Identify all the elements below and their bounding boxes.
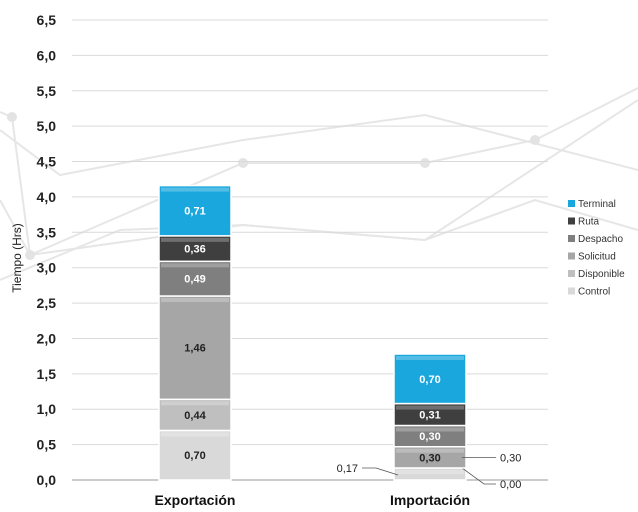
bar-segment-ruta [158, 235, 232, 263]
gridlines [72, 19, 548, 481]
data-label: 0,70 [184, 450, 205, 462]
decor-dot-2 [420, 158, 430, 168]
legend-swatch-despacho [568, 235, 575, 242]
decor-dot-3 [530, 135, 540, 145]
legend-swatch-disponible [568, 270, 575, 277]
bar-segment-bevel [396, 356, 464, 361]
data-label: 0,70 [419, 374, 440, 386]
leader-line [362, 467, 399, 476]
legend-swatch-terminal [568, 200, 575, 207]
y-tick-label: 2,0 [37, 330, 57, 346]
bar-segment-despacho [158, 260, 232, 297]
bar-segment-control [158, 429, 232, 481]
y-tick-label: 3,0 [37, 260, 57, 276]
bar-segment-terminal [158, 184, 232, 237]
data-label: 0,30 [500, 452, 521, 464]
legend-label-terminal: Terminal [578, 199, 616, 210]
y-tick-label: 1,5 [37, 366, 57, 382]
y-tick-label: 5,5 [37, 83, 57, 99]
data-label: 0,31 [419, 410, 440, 422]
bar-segment-bevel [161, 187, 229, 192]
background-decoration [0, 87, 638, 281]
y-axis-label: Tiempo (Hrs) [10, 223, 24, 293]
bar-segment-solicitud [158, 295, 232, 401]
legend-label-ruta: Ruta [578, 217, 600, 228]
legend-label-despacho: Despacho [578, 234, 623, 245]
y-tick-label: 0,0 [37, 472, 57, 488]
data-label: 0,00 [500, 479, 521, 491]
decor-dot-4 [25, 250, 35, 260]
y-tick-label: 0,5 [37, 437, 57, 453]
legend: Terminal Ruta Despacho Solicitud Disponible C… [568, 199, 625, 298]
y-tick-label: 4,0 [37, 189, 57, 205]
decor-dot-1 [238, 158, 248, 168]
x-axis-categories: Exportación Importación [155, 492, 471, 508]
y-tick-label: 3,5 [37, 224, 57, 240]
decor-line-0 [0, 87, 638, 257]
bar-segment-terminal [393, 353, 467, 405]
bar-segment-bevel [396, 448, 464, 453]
y-tick-label: 4,5 [37, 154, 57, 170]
bar-segment-bevel [161, 401, 229, 406]
decor-line-3 [0, 99, 638, 281]
leader-line [461, 467, 496, 485]
data-label: 0,49 [184, 274, 205, 286]
data-label: 1,46 [184, 343, 205, 355]
y-tick-label: 2,5 [37, 295, 57, 311]
decor-dot-0 [7, 112, 17, 122]
data-label: 0,71 [184, 206, 205, 218]
x-category-label: Importación [390, 492, 470, 508]
y-tick-label: 6,5 [37, 12, 57, 28]
bar-segment-bevel [161, 298, 229, 302]
data-label: 0,44 [184, 410, 206, 422]
legend-swatch-ruta [568, 217, 575, 225]
data-label: 0,30 [419, 431, 440, 443]
legend-label-control: Control [578, 287, 610, 298]
legend-label-disponible: Disponible [578, 269, 625, 280]
bar-segment-bevel [396, 427, 464, 432]
legend-swatch-control [568, 287, 575, 295]
data-label: 0,36 [184, 244, 205, 256]
data-label: 0,17 [337, 463, 358, 475]
y-tick-label: 5,0 [37, 118, 57, 134]
bars: 0,70 0,44 1,46 0,49 0,36 0,71 0,17 0,00 0,30 0,30… [158, 184, 521, 491]
bar-segment-bevel [161, 432, 229, 437]
legend-label-solicitud: Solicitud [578, 252, 616, 263]
data-label: 0,30 [419, 452, 440, 464]
bar-segment-bevel [396, 405, 464, 410]
y-tick-label: 1,0 [37, 401, 57, 417]
legend-swatch-solicitud [568, 252, 575, 260]
y-tick-label: 6,0 [37, 47, 57, 63]
bar-segment-bevel [161, 263, 229, 268]
decor-line-2 [0, 113, 638, 177]
y-axis-ticks: 0,0 0,5 1,0 1,5 2,0 2,5 3,0 3,5 4,0 4,5 5,0 5,5 6,0 6… [37, 12, 57, 488]
bar-segment-control [393, 467, 467, 481]
x-category-label: Exportación [155, 492, 236, 508]
bar-segment-bevel [396, 469, 464, 474]
bar-segment-bevel [161, 237, 229, 242]
